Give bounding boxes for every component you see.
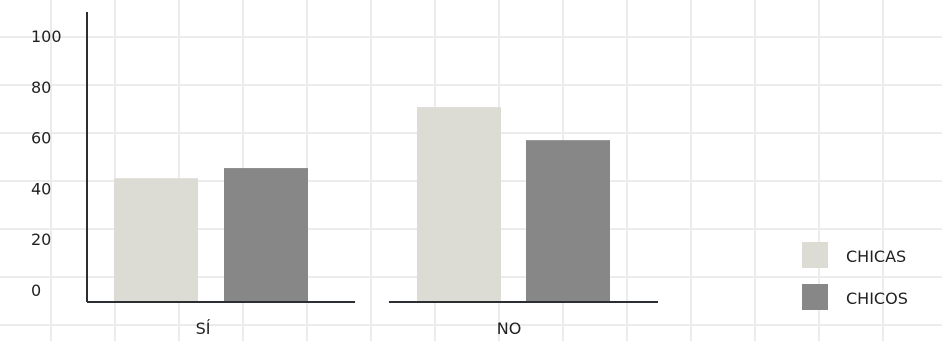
- y-tick-label-40: 40: [31, 179, 51, 198]
- legend: CHICAS CHICOS: [802, 242, 908, 310]
- category-label-0: SÍ: [196, 319, 211, 338]
- y-tick-label-0: 0: [31, 281, 41, 300]
- y-tick-label-100: 100: [31, 27, 62, 46]
- bars: [114, 107, 610, 303]
- legend-swatch-chicos: [802, 284, 828, 310]
- bar-chicos-no: [526, 140, 610, 302]
- bar-chicas-no: [417, 107, 501, 303]
- legend-label-chicos: CHICOS: [846, 289, 908, 308]
- y-tick-label-60: 60: [31, 129, 51, 148]
- y-axis-ticks: 0 20 40 60 80 100: [31, 27, 62, 300]
- y-tick-label-20: 20: [31, 230, 51, 249]
- legend-swatch-chicas: [802, 242, 828, 268]
- y-tick-label-80: 80: [31, 78, 51, 97]
- category-labels: SÍ NO: [196, 319, 522, 338]
- category-label-1: NO: [497, 319, 522, 338]
- legend-label-chicas: CHICAS: [846, 247, 906, 266]
- bar-chicas-si: [114, 178, 198, 302]
- bar-chicos-si: [224, 168, 308, 302]
